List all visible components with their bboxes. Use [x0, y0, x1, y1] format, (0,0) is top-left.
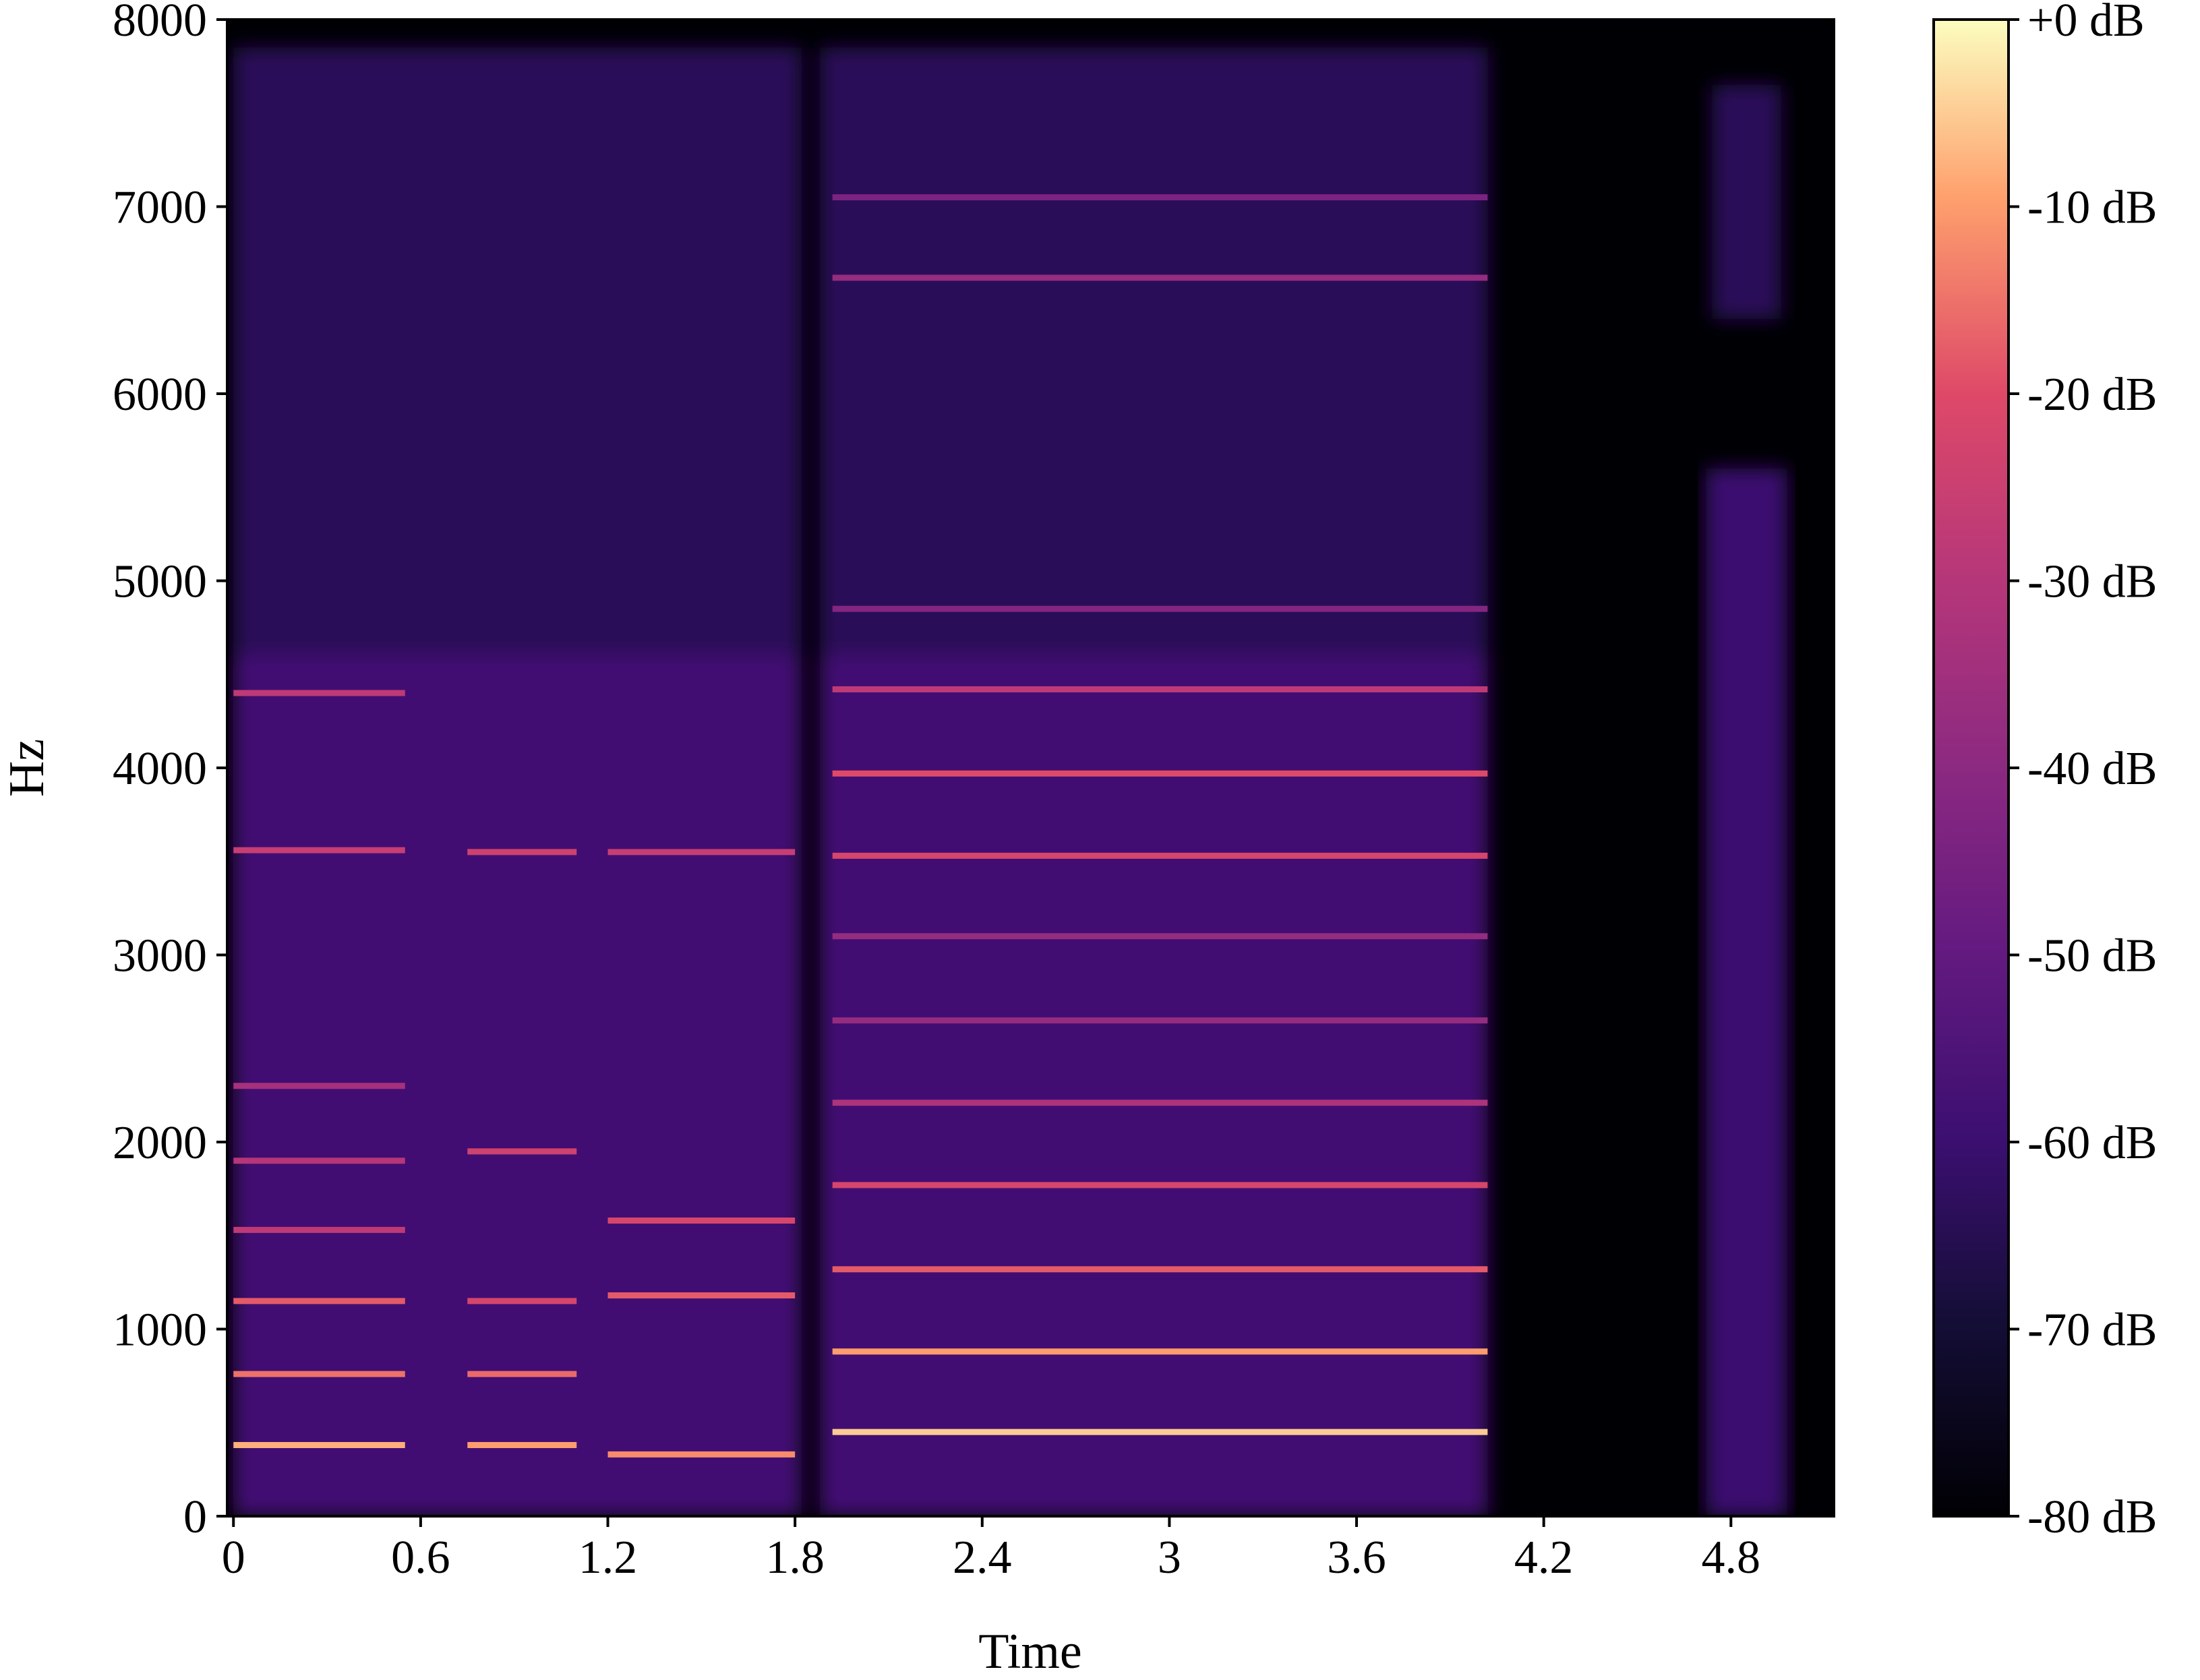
- y-tick-label: 0: [183, 1491, 207, 1543]
- y-tick-label: 6000: [113, 369, 207, 421]
- colorbar-gradient: [1932, 18, 2010, 1518]
- colorbar-tick-label: -30 dB: [2027, 556, 2158, 608]
- colorbar-tick-label: -50 dB: [2027, 930, 2158, 982]
- x-axis-label: Time: [978, 1624, 1082, 1679]
- y-axis: 0 1000 2000 3000 4000 5000 6000 7000 8000: [113, 0, 227, 1543]
- colorbar-tick-label: -40 dB: [2027, 743, 2158, 795]
- colorbar-axis: +0 dB -10 dB -20 dB -30 dB -40 dB -50 dB -60 d…: [2009, 0, 2158, 1543]
- y-tick-label: 1000: [113, 1304, 207, 1356]
- y-tick-label: 2000: [113, 1117, 207, 1169]
- segment-energy: [820, 47, 1488, 1516]
- x-axis: 0 0.6 1.2 1.8 2.4 3 3.6 4.2 4.8: [222, 1516, 1760, 1584]
- x-tick-label: 4.8: [1702, 1532, 1761, 1584]
- x-tick-label: 1.2: [578, 1532, 638, 1584]
- spectrogram-image: [233, 47, 1787, 1516]
- colorbar-tick-label: -10 dB: [2027, 182, 2158, 234]
- x-tick-label: 4.2: [1514, 1532, 1574, 1584]
- x-tick-label: 0.6: [391, 1532, 450, 1584]
- colorbar-tick-label: +0 dB: [2027, 0, 2145, 47]
- y-tick-label: 4000: [113, 743, 207, 795]
- colorbar-tick-label: -60 dB: [2027, 1117, 2158, 1169]
- x-tick-label: 3: [1158, 1532, 1181, 1584]
- y-tick-label: 3000: [113, 930, 207, 982]
- y-axis-label: Hz: [0, 739, 55, 797]
- colorbar: +0 dB -10 dB -20 dB -30 dB -40 dB -50 dB -60 d…: [1932, 0, 2158, 1543]
- y-tick-label: 7000: [113, 182, 207, 234]
- x-tick-label: 1.8: [765, 1532, 825, 1584]
- x-tick-label: 0: [222, 1532, 245, 1584]
- colorbar-tick-label: -20 dB: [2027, 369, 2158, 421]
- x-tick-label: 2.4: [953, 1532, 1012, 1584]
- y-tick-label: 5000: [113, 556, 207, 608]
- colorbar-tick-label: -80 dB: [2027, 1491, 2158, 1543]
- y-tick-label: 8000: [113, 0, 207, 47]
- x-tick-label: 3.6: [1327, 1532, 1386, 1584]
- colorbar-tick-label: -70 dB: [2027, 1304, 2158, 1356]
- segment-energy: [1706, 85, 1787, 1516]
- spectrogram-plot: [226, 18, 1835, 1518]
